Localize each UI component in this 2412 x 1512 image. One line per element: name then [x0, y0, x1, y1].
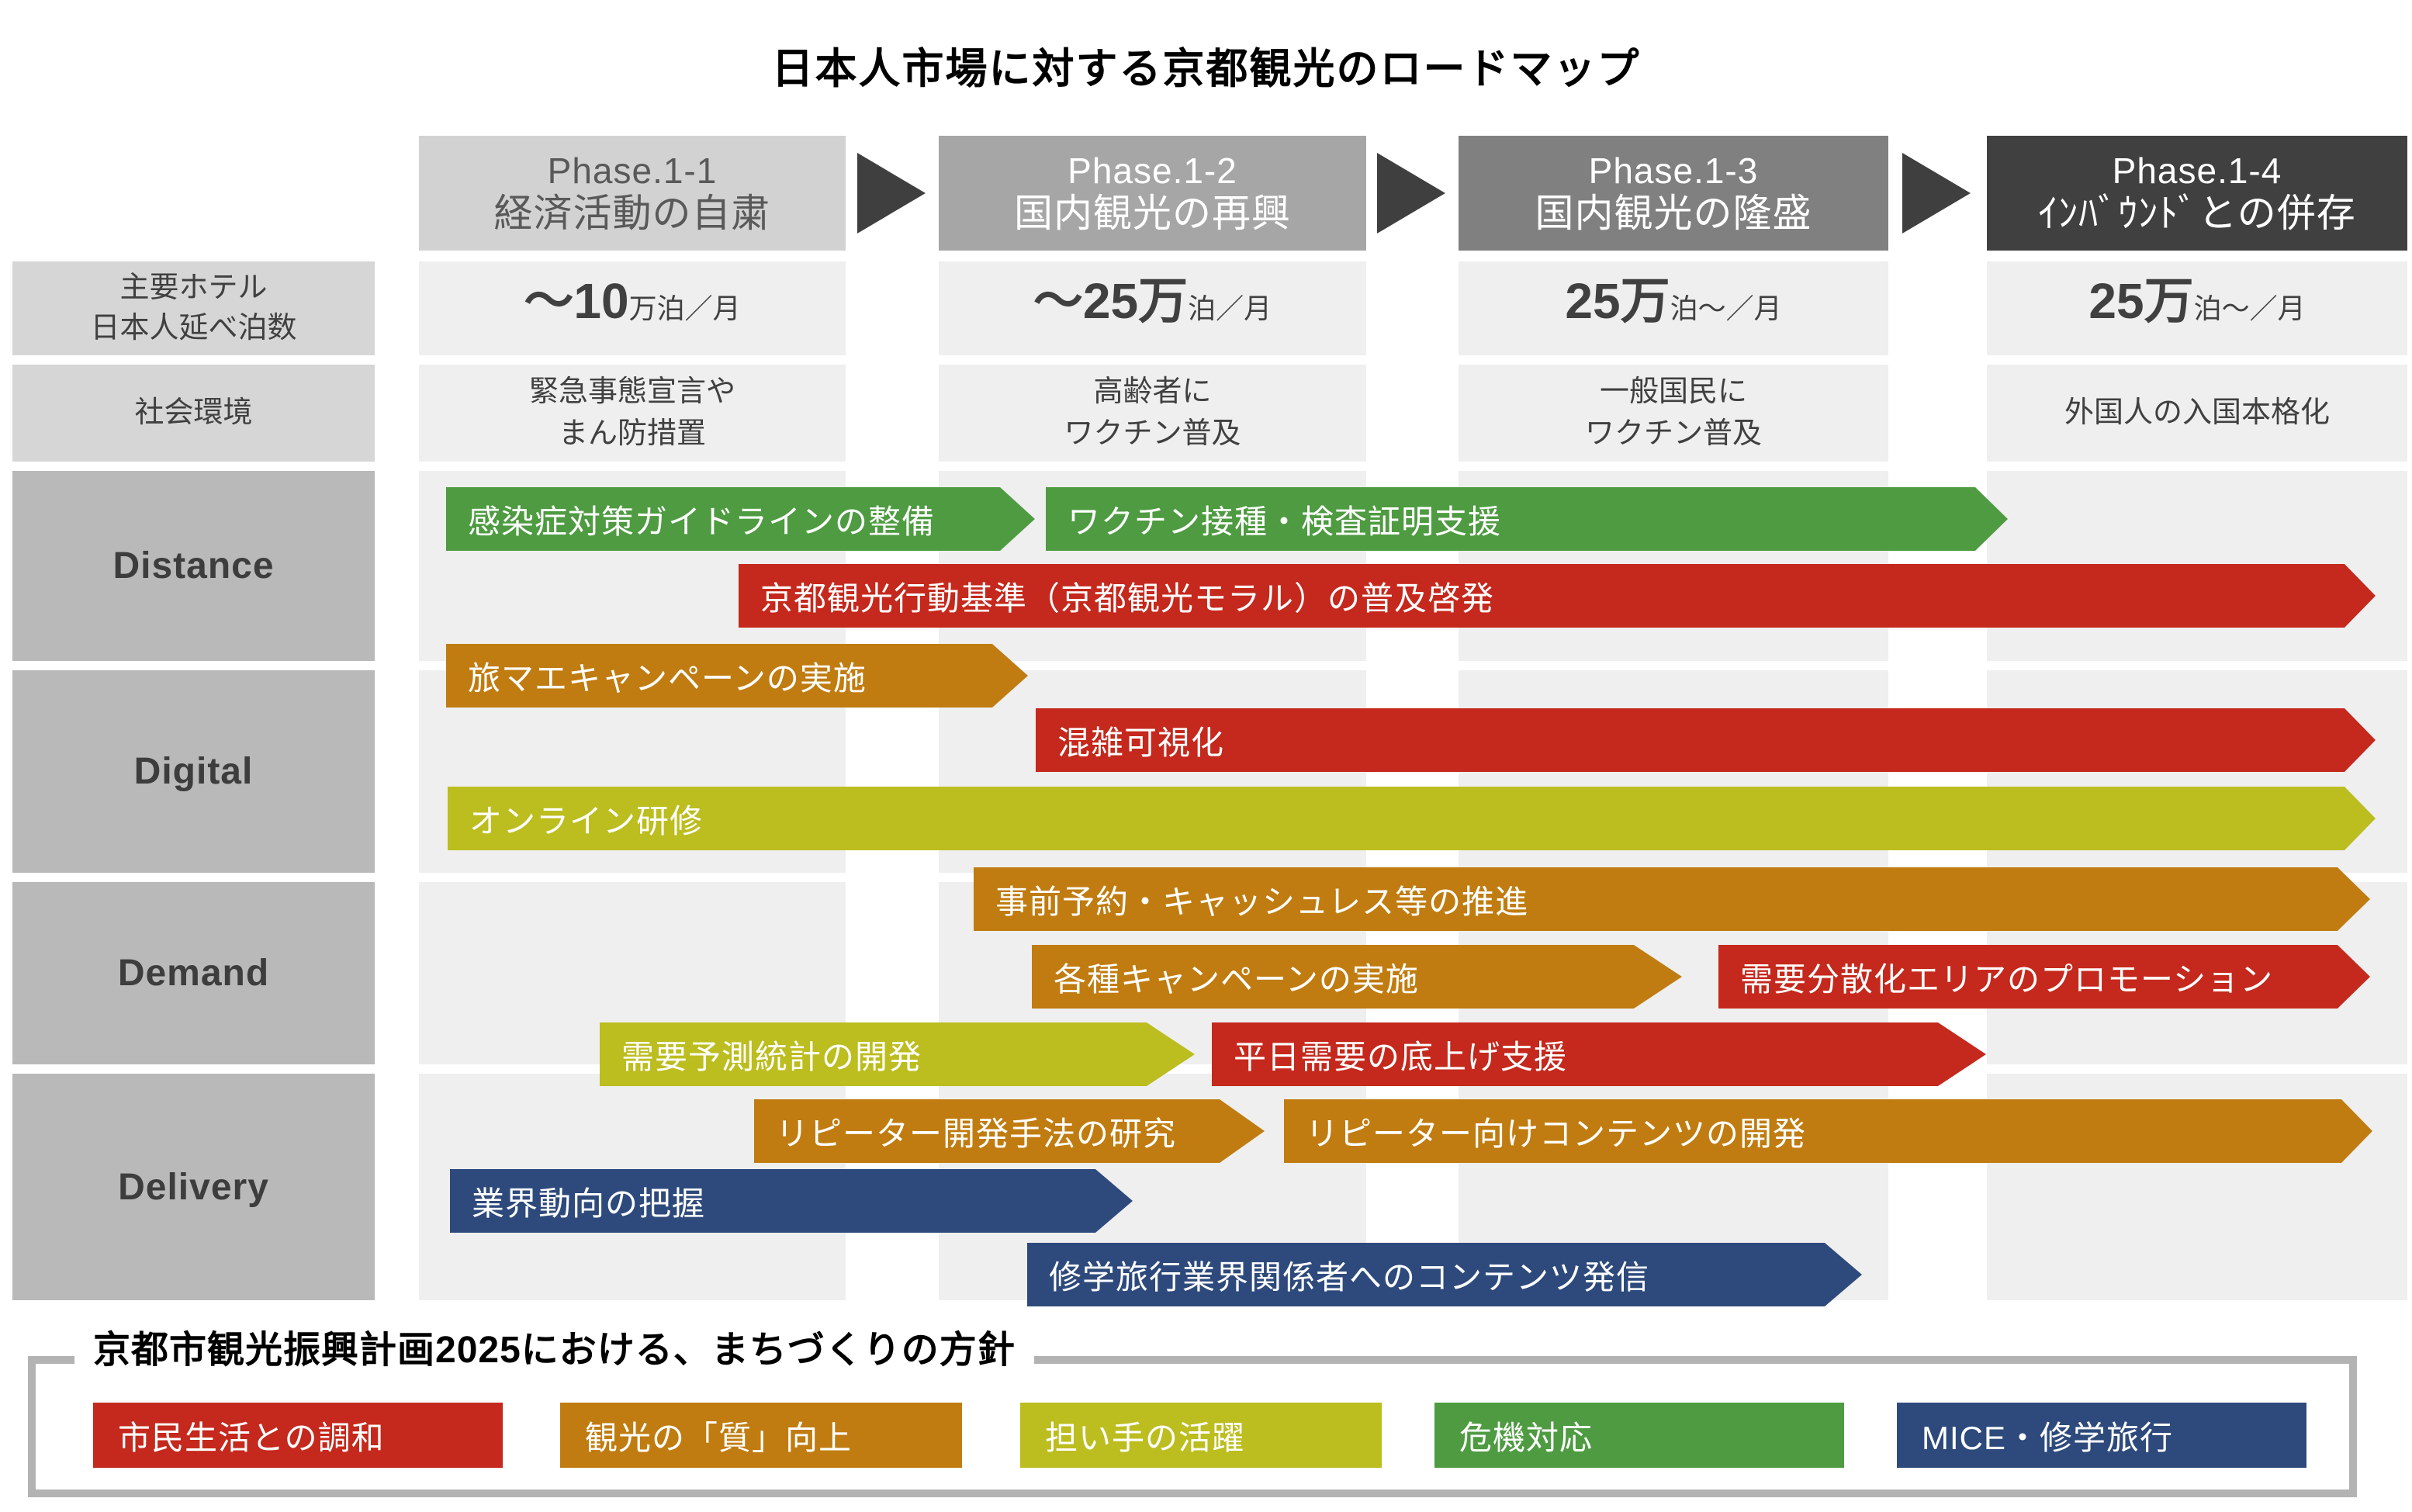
cell-line: 外国人の入国本格化 [2064, 396, 2330, 429]
bar-online-training: オンライン研修 [448, 787, 2376, 850]
cell-line: まん防措置 [558, 417, 706, 450]
bar-demand-dispersion-promotion: 需要分散化エリアのプロモーション [1718, 945, 2370, 1009]
value-small: 泊／月 [1188, 292, 1272, 324]
row-header-line: 主要ホテル [119, 272, 268, 305]
bar-kyoto-moral-standard: 京都観光行動基準（京都観光モラル）の普及啓発 [739, 564, 2376, 628]
phase-header-4: Phase.1-4 ｲﾝﾊﾞｳﾝﾄﾞとの併存 [1987, 136, 2407, 251]
row-header-line: 社会環境 [134, 396, 253, 429]
phase-desc: 国内観光の再興 [1014, 191, 1291, 235]
legend-workforce-activity: 担い手の活躍 [1020, 1403, 1382, 1468]
value-small: 万泊／月 [628, 292, 741, 324]
bar-advance-booking-cashless: 事前予約・キャッシュレス等の推進 [974, 867, 2370, 931]
row-header-delivery: Delivery [12, 1074, 375, 1300]
hotel-nights-phase2: ～25万 泊／月 [939, 261, 1366, 355]
page-title: 日本人市場に対する京都観光のロードマップ [771, 46, 1641, 92]
legend-crisis-response: 危機対応 [1434, 1403, 1844, 1468]
bar-vaccine-certification: ワクチン接種・検査証明支援 [1046, 487, 2008, 551]
phase-name: Phase.1-1 [547, 150, 718, 191]
legend-tourism-quality: 観光の「質」向上 [560, 1403, 962, 1468]
phase-name: Phase.1-2 [1068, 150, 1237, 191]
bar-repeater-content-development: リピーター向けコンテンツの開発 [1284, 1099, 2372, 1163]
bar-industry-trend-tracking: 業界動向の把握 [450, 1169, 1133, 1233]
social-env-phase3: 一般国民に ワクチン普及 [1459, 365, 1888, 462]
bar-weekday-demand-support: 平日需要の底上げ支援 [1212, 1022, 1986, 1086]
cell-line: ワクチン普及 [1064, 417, 1241, 450]
phase-desc: 国内観光の隆盛 [1535, 191, 1812, 235]
bar-repeater-method-research: リピーター開発手法の研究 [754, 1099, 1265, 1163]
arrow-right-icon [857, 153, 926, 234]
hotel-nights-phase1: ～10 万泊／月 [419, 261, 846, 355]
column-band [1987, 261, 2407, 355]
value-big: 25万 [1565, 273, 1670, 329]
row-header-line: 日本人延べ泊数 [90, 311, 297, 344]
hotel-nights-phase4: 25万 泊～／月 [1987, 261, 2407, 355]
column-band [1459, 261, 1888, 355]
phase-header-2: Phase.1-2 国内観光の再興 [939, 136, 1366, 251]
value-small: 泊～／月 [1670, 292, 1782, 324]
row-header-hotel-nights: 主要ホテル 日本人延べ泊数 [12, 261, 375, 355]
legend-citizen-harmony: 市民生活との調和 [93, 1403, 503, 1468]
row-header-digital: Digital [12, 670, 375, 873]
arrow-right-icon [1377, 153, 1445, 234]
value-big: 25万 [2088, 273, 2194, 329]
phase-desc: 経済活動の自粛 [493, 191, 771, 235]
cell-line: ワクチン普及 [1584, 417, 1762, 450]
column-band [419, 261, 846, 355]
column-band [1987, 365, 2407, 462]
cell-line: 高齢者に [1093, 375, 1212, 409]
phase-desc: ｲﾝﾊﾞｳﾝﾄﾞとの併存 [2038, 191, 2356, 235]
category-label: Delivery [118, 1166, 269, 1208]
column-band [419, 365, 846, 462]
value-big: ～25万 [1033, 273, 1189, 329]
social-env-phase4: 外国人の入国本格化 [1987, 365, 2407, 462]
bar-various-campaigns: 各種キャンペーンの実施 [1032, 945, 1682, 1009]
phase-header-1: Phase.1-1 経済活動の自粛 [419, 136, 846, 251]
footer-title: 京都市観光振興計画2025における、まちづくりの方針 [74, 1319, 1034, 1373]
row-header-demand: Demand [12, 882, 375, 1064]
row-header-distance: Distance [12, 471, 375, 661]
bar-congestion-visualization: 混雑可視化 [1036, 708, 2376, 772]
phase-name: Phase.1-3 [1588, 150, 1759, 191]
arrow-right-icon [1902, 153, 1971, 234]
category-label: Demand [117, 953, 270, 994]
social-env-phase1: 緊急事態宣言や まん防措置 [419, 365, 846, 462]
bar-infection-guidelines: 感染症対策ガイドラインの整備 [446, 487, 1035, 551]
cell-line: 緊急事態宣言や [528, 375, 735, 409]
column-band [939, 261, 1366, 355]
value-small: 泊～／月 [2193, 292, 2306, 324]
row-header-social-env: 社会環境 [12, 365, 375, 462]
cell-line: 一般国民に [1599, 375, 1747, 409]
bar-demand-forecast-stats: 需要予測統計の開発 [600, 1022, 1195, 1086]
legend-mice-school-trip: MICE・修学旅行 [1897, 1403, 2306, 1468]
social-env-phase2: 高齢者に ワクチン普及 [939, 365, 1366, 462]
bar-tabimae-campaign: 旅マエキャンペーンの実施 [446, 644, 1028, 708]
column-band [939, 365, 1366, 462]
phase-header-3: Phase.1-3 国内観光の隆盛 [1459, 136, 1888, 251]
footer-frame [28, 1356, 2357, 1497]
bar-school-trip-content: 修学旅行業界関係者へのコンテンツ発信 [1027, 1243, 1862, 1306]
category-label: Distance [112, 545, 275, 586]
phase-name: Phase.1-4 [2112, 150, 2282, 191]
hotel-nights-phase3: 25万 泊～／月 [1459, 261, 1888, 355]
column-band [1459, 365, 1888, 462]
value-big: ～10 [524, 273, 629, 329]
category-label: Digital [133, 751, 254, 792]
